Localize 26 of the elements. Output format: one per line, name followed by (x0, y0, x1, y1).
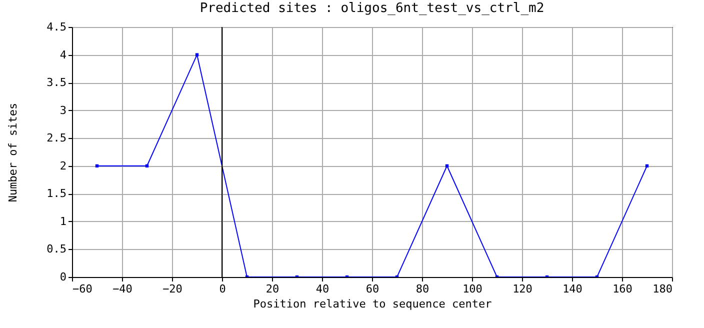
x-axis-title: Position relative to sequence center (253, 298, 492, 310)
x-tick-label: 60 (366, 282, 380, 296)
x-tick-label: 140 (562, 282, 582, 296)
x-tick-label: 20 (266, 282, 280, 296)
x-tick-label: 0 (219, 282, 226, 296)
x-tick-label: −60 (72, 282, 92, 296)
x-tick-label: 100 (462, 282, 482, 296)
x-tick-label: −40 (112, 282, 132, 296)
y-tick-label: 0.5 (46, 242, 66, 256)
x-tick-label: 180 (652, 282, 672, 296)
y-tick-label: 0 (60, 270, 66, 284)
chart-title: Predicted sites : oligos_6nt_test_vs_ctrl_m2 (200, 1, 544, 16)
y-tick-label: 2 (60, 159, 66, 172)
y-tick-label: 3 (60, 104, 66, 117)
y-tick-label: 1 (60, 214, 66, 228)
y-tick-label: 1.5 (46, 187, 66, 200)
y-axis-title: Number of sites (6, 102, 20, 202)
x-tick-label: 160 (612, 282, 632, 296)
y-tick-label: 3.5 (46, 76, 66, 90)
x-tick-label: 80 (416, 282, 430, 296)
x-tick-label: −20 (162, 282, 182, 296)
x-tick-label: 120 (512, 282, 532, 296)
x-tick-label: 40 (316, 282, 330, 296)
y-tick-label: 2.5 (46, 132, 66, 145)
y-tick-label: 4.5 (46, 20, 66, 34)
y-tick-label: 4 (60, 48, 67, 62)
